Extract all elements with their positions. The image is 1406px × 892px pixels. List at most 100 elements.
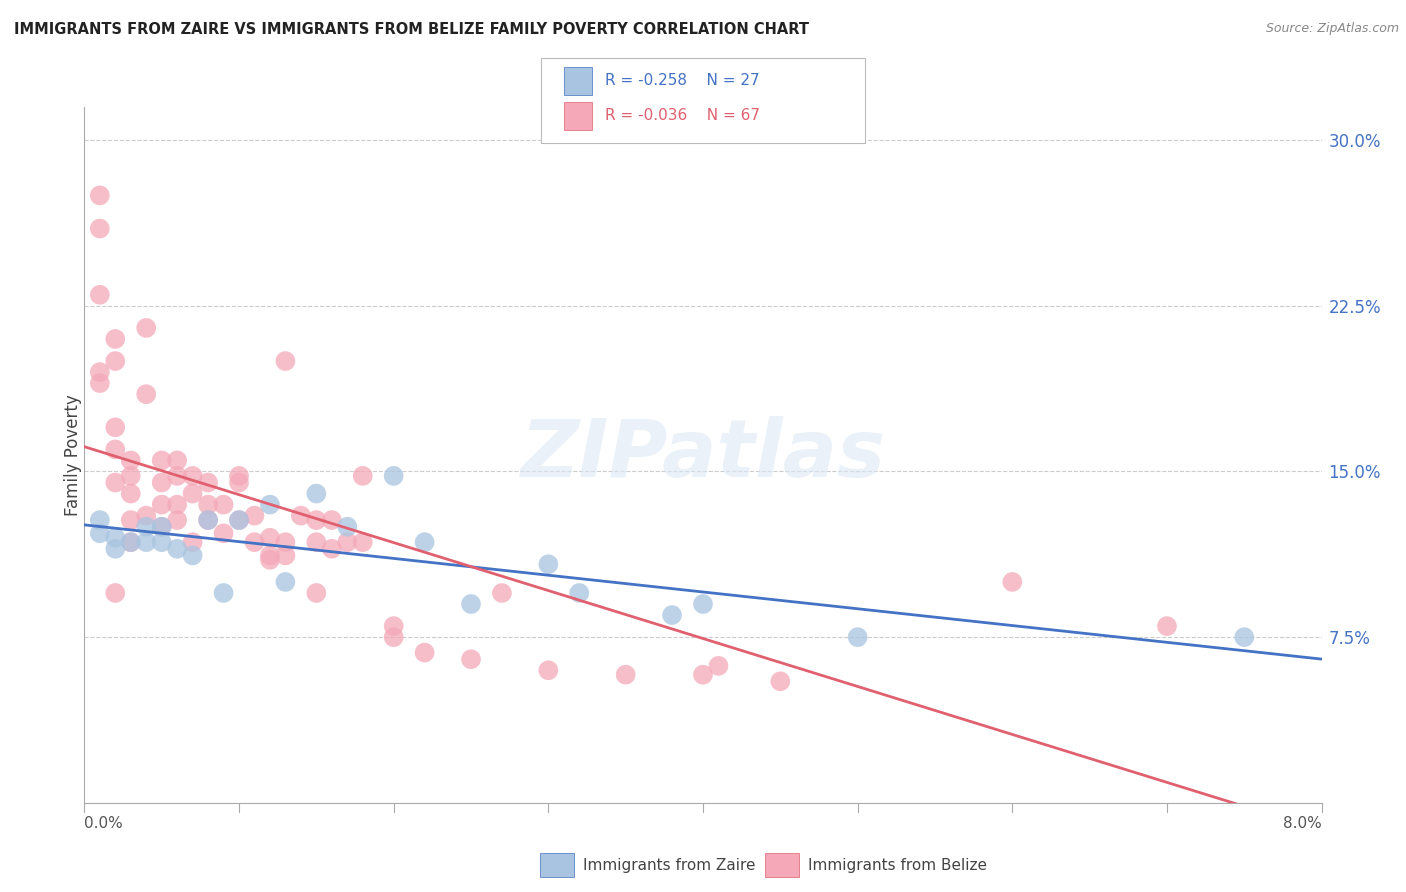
Point [336, 535, 359, 549]
Point [197, 513, 219, 527]
Point [661, 608, 683, 623]
Point [120, 513, 142, 527]
Text: Source: ZipAtlas.com: Source: ZipAtlas.com [1265, 22, 1399, 36]
Point [460, 652, 482, 666]
Point [166, 498, 188, 512]
Point [89, 221, 111, 235]
Text: ZIPatlas: ZIPatlas [520, 416, 886, 494]
Point [259, 498, 281, 512]
Point [104, 586, 127, 600]
Point [568, 586, 591, 600]
Point [104, 332, 127, 346]
Text: Immigrants from Zaire: Immigrants from Zaire [583, 858, 756, 872]
Point [274, 535, 297, 549]
Point [382, 469, 405, 483]
Point [181, 549, 204, 563]
Point [460, 597, 482, 611]
Point [846, 630, 869, 644]
Point [120, 535, 142, 549]
Point [181, 535, 204, 549]
Point [212, 526, 235, 541]
Point [321, 513, 343, 527]
Point [135, 321, 157, 335]
Point [228, 513, 250, 527]
Point [382, 630, 405, 644]
Point [692, 597, 714, 611]
Point [305, 586, 328, 600]
Point [274, 574, 297, 589]
Point [491, 586, 513, 600]
Point [305, 486, 328, 500]
Point [150, 475, 173, 490]
Point [321, 541, 343, 556]
Point [290, 508, 312, 523]
Point [166, 513, 188, 527]
Point [1001, 574, 1024, 589]
Point [259, 549, 281, 563]
Point [120, 453, 142, 467]
Point [769, 674, 792, 689]
Point [104, 420, 127, 434]
Point [197, 513, 219, 527]
Point [89, 365, 111, 379]
Point [104, 541, 127, 556]
Point [120, 486, 142, 500]
Point [104, 442, 127, 457]
Point [228, 513, 250, 527]
Point [212, 498, 235, 512]
Point [614, 667, 637, 681]
Point [243, 535, 266, 549]
Point [150, 535, 173, 549]
Point [104, 475, 127, 490]
Point [305, 513, 328, 527]
Point [181, 469, 204, 483]
Point [150, 519, 173, 533]
Point [150, 519, 173, 533]
Point [274, 354, 297, 368]
Point [1233, 630, 1256, 644]
Point [537, 663, 560, 677]
Point [692, 667, 714, 681]
Point [352, 535, 374, 549]
Point [228, 475, 250, 490]
Point [104, 354, 127, 368]
Text: IMMIGRANTS FROM ZAIRE VS IMMIGRANTS FROM BELIZE FAMILY POVERTY CORRELATION CHART: IMMIGRANTS FROM ZAIRE VS IMMIGRANTS FROM… [14, 22, 808, 37]
Point [89, 376, 111, 391]
Point [166, 469, 188, 483]
Point [707, 658, 730, 673]
Point [135, 535, 157, 549]
Point [243, 508, 266, 523]
Point [89, 188, 111, 202]
Point [120, 469, 142, 483]
Point [1156, 619, 1178, 633]
Text: Immigrants from Belize: Immigrants from Belize [808, 858, 987, 872]
Point [228, 469, 250, 483]
Point [336, 519, 359, 533]
Point [181, 486, 204, 500]
Point [135, 519, 157, 533]
Point [305, 535, 328, 549]
Point [413, 535, 436, 549]
Point [89, 513, 111, 527]
Point [166, 453, 188, 467]
Point [352, 469, 374, 483]
Text: 0.0%: 0.0% [84, 816, 124, 831]
Point [197, 498, 219, 512]
Point [135, 387, 157, 401]
Point [274, 549, 297, 563]
Point [259, 553, 281, 567]
Point [382, 619, 405, 633]
Point [197, 475, 219, 490]
Point [135, 508, 157, 523]
Point [150, 498, 173, 512]
Point [537, 558, 560, 572]
Point [89, 287, 111, 301]
Point [166, 541, 188, 556]
Point [89, 526, 111, 541]
Point [259, 531, 281, 545]
Point [150, 453, 173, 467]
Point [120, 535, 142, 549]
Text: 8.0%: 8.0% [1282, 816, 1322, 831]
Point [212, 586, 235, 600]
Point [104, 531, 127, 545]
